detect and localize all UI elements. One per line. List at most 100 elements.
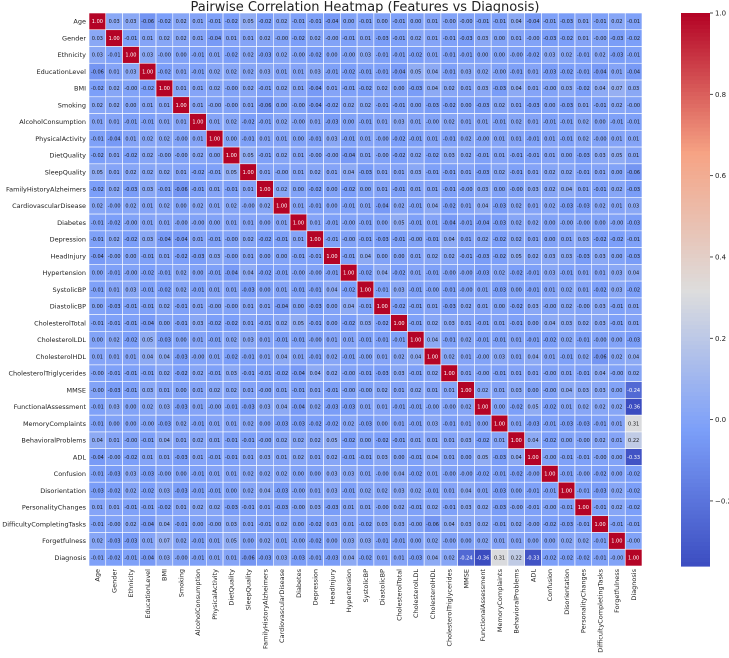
cell-value-label: 0.03	[544, 271, 555, 277]
cell-value-label: 0.02	[578, 120, 589, 126]
colorbar-segment	[681, 147, 710, 152]
colorbar-tick-label: 0.0	[715, 416, 726, 424]
cell-value-label: -0.00	[627, 539, 640, 545]
cell-value-label: -0.00	[91, 388, 104, 394]
y-tick-label: PersonalityChanges	[22, 504, 87, 512]
cell-value-label: 0.00	[611, 338, 622, 344]
cell-value-label: -0.01	[242, 136, 255, 142]
cell-value-label: 0.01	[192, 36, 203, 42]
colorbar-segment	[681, 467, 710, 472]
cell-value-label: -0.02	[242, 120, 255, 126]
cell-value-label: 0.01	[427, 53, 438, 59]
colorbar-segment	[681, 550, 710, 555]
cell-value-label: -0.01	[493, 472, 506, 478]
cell-value-label: 0.01	[360, 505, 371, 511]
cell-value-label: -0.00	[376, 505, 389, 511]
cell-value-label: -0.03	[577, 204, 590, 210]
colorbar-segment	[681, 498, 710, 504]
cell-value-label: 0.02	[142, 153, 153, 159]
cell-value-label: -0.06	[426, 522, 439, 528]
x-tick-label: Hypertension	[345, 569, 353, 613]
colorbar-segment	[681, 88, 710, 93]
cell-value-label: 0.01	[460, 237, 471, 243]
cell-value-label: -0.00	[275, 36, 288, 42]
cell-value-label: 1.00	[226, 153, 237, 159]
cell-value-label: -0.01	[208, 371, 221, 377]
cell-value-label: -0.00	[91, 371, 104, 377]
cell-value-label: 0.01	[511, 354, 522, 360]
y-tick-label: SleepQuality	[45, 169, 86, 177]
cell-value-label: -0.01	[476, 321, 489, 327]
cell-value-label: -0.00	[493, 69, 506, 75]
cell-value-label: -0.01	[627, 53, 640, 59]
cell-value-label: 0.03	[393, 287, 404, 293]
cell-value-label: 0.03	[578, 388, 589, 394]
cell-value-label: -0.01	[292, 388, 305, 394]
cell-value-label: -0.03	[493, 220, 506, 226]
cell-value-label: -0.00	[543, 304, 556, 310]
cell-value-label: 0.03	[628, 204, 639, 210]
colorbar-segment	[681, 494, 710, 500]
colorbar-segment	[681, 107, 710, 113]
cell-value-label: -0.01	[309, 136, 322, 142]
cell-value-label: -0.02	[510, 405, 523, 411]
cell-value-label: 0.02	[544, 170, 555, 176]
cell-value-label: 0.02	[125, 170, 136, 176]
y-tick-label: FamilyHistoryAlzheimers	[6, 185, 87, 193]
cell-value-label: 0.03	[259, 455, 270, 461]
cell-value-label: -0.03	[493, 488, 506, 494]
x-tick-label: CholesterolTriglycerides	[446, 568, 454, 646]
colorbar-segment	[681, 396, 710, 401]
cell-value-label: -0.01	[376, 103, 389, 109]
cell-value-label: -0.01	[393, 338, 406, 344]
cell-value-label: -0.03	[242, 405, 255, 411]
cell-value-label: 0.01	[259, 338, 270, 344]
cell-value-label: -0.00	[124, 271, 137, 277]
cell-value-label: -0.01	[510, 170, 523, 176]
cell-value-label: 0.02	[243, 421, 254, 427]
cell-value-label: -0.01	[359, 237, 372, 243]
y-tick-label: HeadInjury	[51, 252, 87, 260]
cell-value-label: -0.03	[326, 405, 339, 411]
colorbar-segment	[681, 64, 710, 69]
cell-value-label: -0.00	[342, 388, 355, 394]
cell-value-label: -0.00	[108, 522, 121, 528]
cell-value-label: -0.00	[543, 505, 556, 511]
cell-value-label: -0.01	[326, 388, 339, 394]
cell-value-label: 0.01	[477, 304, 488, 310]
cell-value-label: 0.31	[494, 555, 505, 561]
y-tick-label: AlcoholConsumption	[19, 118, 86, 126]
cell-value-label: -0.00	[309, 153, 322, 159]
cell-value-label: -0.02	[594, 287, 607, 293]
cell-value-label: 0.02	[460, 153, 471, 159]
cell-value-label: -0.02	[141, 271, 154, 277]
cell-value-label: 0.02	[243, 69, 254, 75]
cell-value-label: -0.02	[225, 354, 238, 360]
cell-value-label: 0.01	[109, 69, 120, 75]
x-tick-label: Ethnicity	[127, 569, 135, 598]
cell-value-label: -0.03	[493, 86, 506, 92]
colorbar-segment	[681, 309, 710, 314]
colorbar-segment	[681, 28, 710, 34]
cell-value-label: 0.02	[276, 153, 287, 159]
cell-value-label: 0.01	[209, 187, 220, 193]
cell-value-label: 0.00	[293, 522, 304, 528]
cell-value-label: 0.00	[326, 304, 337, 310]
x-tick-label: Smoking	[177, 569, 185, 597]
cell-value-label: 0.01	[427, 36, 438, 42]
cell-value-label: -0.01	[242, 438, 255, 444]
cell-value-label: 1.00	[142, 69, 153, 75]
cell-value-label: -0.00	[175, 136, 188, 142]
cell-value-label: -0.02	[543, 338, 556, 344]
cell-value-label: -0.01	[594, 19, 607, 25]
cell-value-label: 0.01	[427, 187, 438, 193]
cell-value-label: 0.01	[393, 388, 404, 394]
cell-value-label: -0.01	[91, 237, 104, 243]
colorbar-segment	[681, 380, 710, 385]
cell-value-label: -0.01	[309, 354, 322, 360]
x-tick-label: DiastolicBP	[379, 569, 387, 605]
cell-value-label: 0.01	[259, 136, 270, 142]
cell-value-label: -0.02	[124, 237, 137, 243]
cell-value-label: 0.04	[259, 488, 270, 494]
cell-value-label: 0.04	[159, 438, 170, 444]
